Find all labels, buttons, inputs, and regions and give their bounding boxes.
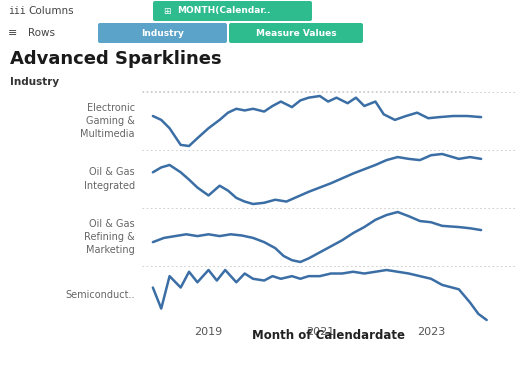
Text: ⊞: ⊞ <box>163 6 171 15</box>
Text: MONTH(Calendar..: MONTH(Calendar.. <box>177 6 270 15</box>
FancyBboxPatch shape <box>153 1 312 21</box>
Text: iii: iii <box>8 6 26 16</box>
Text: Semiconduct..: Semiconduct.. <box>65 290 134 300</box>
Text: Columns: Columns <box>28 6 74 16</box>
Text: Electronic
Gaming &
Multimedia: Electronic Gaming & Multimedia <box>80 103 134 139</box>
FancyBboxPatch shape <box>229 23 363 43</box>
FancyBboxPatch shape <box>98 23 227 43</box>
Text: Measure Values: Measure Values <box>256 28 337 37</box>
Text: ≡: ≡ <box>8 28 17 38</box>
Text: Month of Calendardate: Month of Calendardate <box>251 330 405 342</box>
Text: Industry: Industry <box>141 28 184 37</box>
Text: Oil & Gas
Refining &
Marketing: Oil & Gas Refining & Marketing <box>84 219 134 255</box>
Text: Advanced Sparklines: Advanced Sparklines <box>10 50 222 68</box>
Text: Oil & Gas
Integrated: Oil & Gas Integrated <box>83 167 134 191</box>
Text: Rows: Rows <box>28 28 55 38</box>
Text: Industry: Industry <box>10 77 59 87</box>
